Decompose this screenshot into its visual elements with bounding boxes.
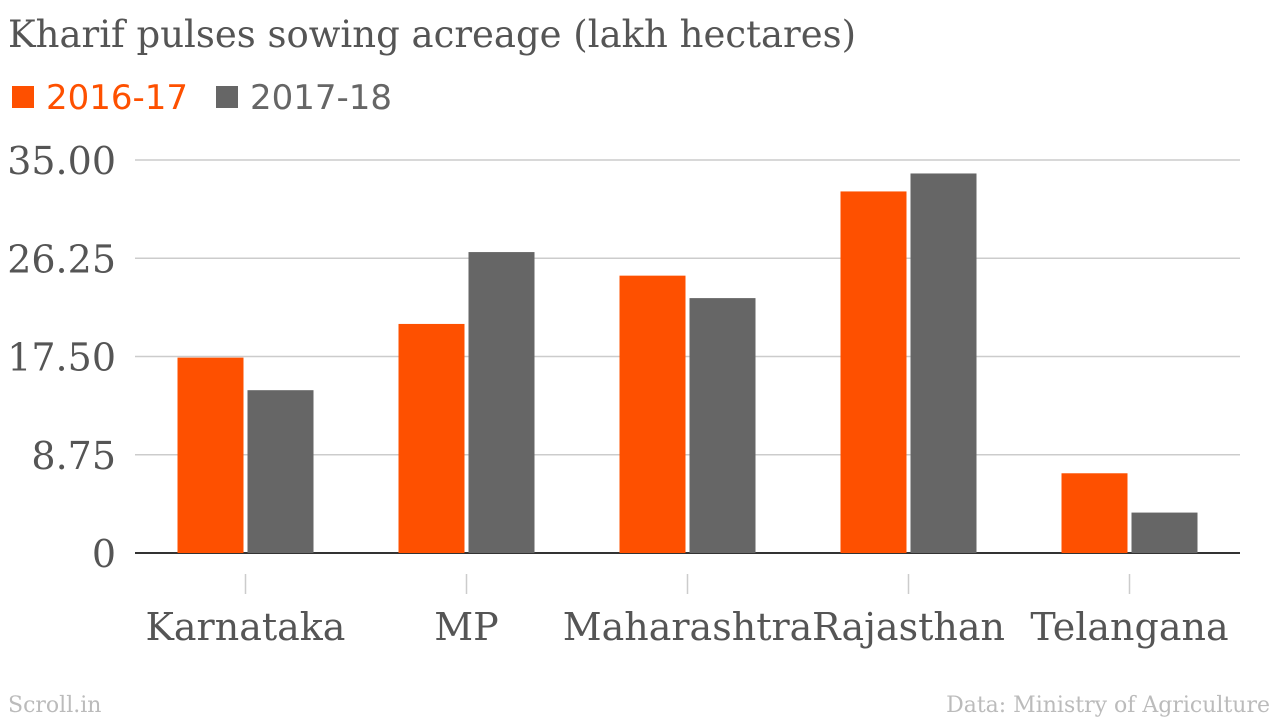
x-tick-label: MP bbox=[434, 605, 498, 649]
x-tick-label: Karnataka bbox=[146, 605, 346, 649]
footer-data-source: Data: Ministry of Agriculture bbox=[946, 693, 1270, 718]
bar-mp-2016-17 bbox=[398, 323, 465, 553]
y-axis-ticks: 0 8.75 17.50 26.25 35.00 bbox=[7, 139, 116, 576]
gridlines bbox=[135, 159, 1240, 554]
y-tick-label: 17.50 bbox=[7, 336, 116, 380]
bars bbox=[177, 173, 1198, 553]
bar-karnataka-2016-17 bbox=[177, 357, 244, 553]
bar-mp-2017-18 bbox=[468, 252, 535, 553]
x-tick-label: Telangana bbox=[1030, 605, 1228, 649]
bar-maharashtra-2016-17 bbox=[619, 275, 686, 553]
x-tick-label: Rajasthan bbox=[812, 605, 1005, 649]
y-tick-label: 26.25 bbox=[7, 237, 116, 281]
x-tick-label: Maharashtra bbox=[563, 605, 813, 649]
y-tick-label: 35.00 bbox=[7, 139, 116, 183]
bar-rajasthan-2016-17 bbox=[840, 191, 907, 553]
footer-source-brand: Scroll.in bbox=[8, 693, 101, 718]
bar-maharashtra-2017-18 bbox=[689, 298, 756, 553]
y-tick-label: 0 bbox=[92, 532, 116, 576]
y-tick-label: 8.75 bbox=[31, 434, 116, 478]
legend: 2016-17 2017-18 bbox=[12, 78, 392, 118]
bar-telangana-2017-18 bbox=[1131, 512, 1198, 553]
bar-telangana-2016-17 bbox=[1061, 473, 1128, 553]
chart-title: Kharif pulses sowing acreage (lakh hecta… bbox=[8, 13, 856, 56]
legend-swatch-2016-17 bbox=[12, 86, 34, 108]
legend-label-2017-18: 2017-18 bbox=[250, 78, 392, 118]
x-axis-ticks: Karnataka MP Maharashtra Rajasthan Telangana bbox=[146, 574, 1229, 649]
legend-swatch-2017-18 bbox=[216, 86, 238, 108]
bar-karnataka-2017-18 bbox=[247, 390, 314, 553]
bar-rajasthan-2017-18 bbox=[910, 173, 977, 553]
legend-label-2016-17: 2016-17 bbox=[46, 78, 188, 118]
